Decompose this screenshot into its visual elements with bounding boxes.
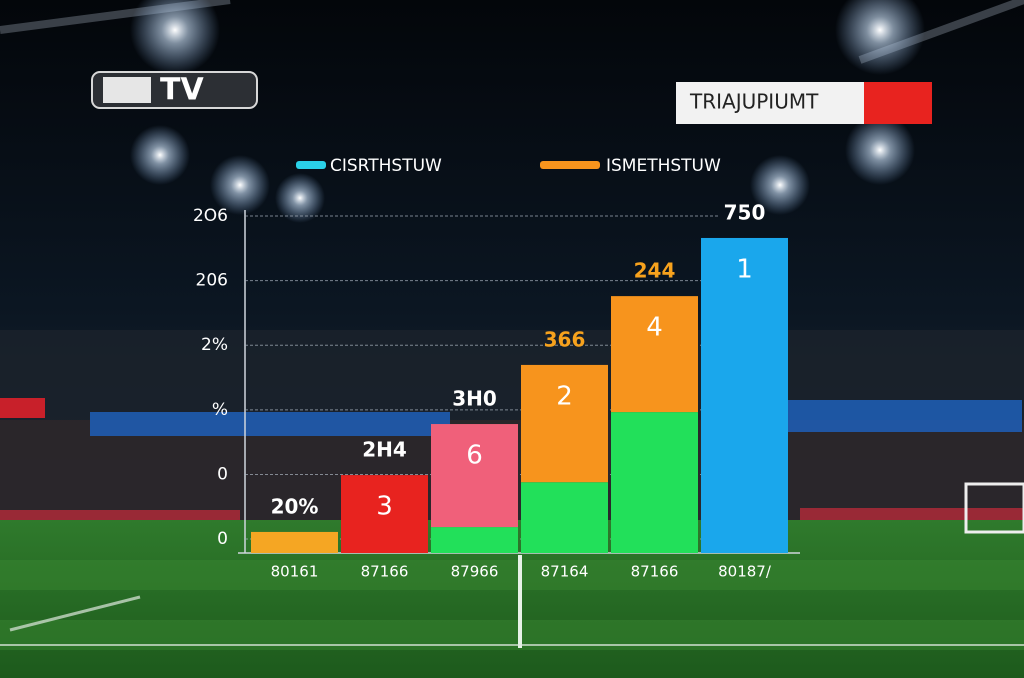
bar-segment [701,237,788,553]
bar-segment [611,296,698,413]
y-tick-label: 2O6 [193,206,228,226]
y-tick-label: % [212,400,228,420]
bar-segment [521,364,608,483]
bar-label: 3 [376,492,393,522]
bar-label: 6 [466,441,483,471]
y-tick-label: 206 [196,271,228,291]
y-tick-label: 2% [201,335,228,355]
x-tick-label: 87166 [361,563,409,581]
x-tick-label: 87966 [451,563,499,581]
top-label: 2H4 [362,438,407,462]
x-tick-label: 87164 [541,563,589,581]
bar-segment [431,424,518,528]
top-label: 20% [271,494,319,518]
x-tick-label: 80161 [271,563,319,581]
legend-label: ISMETHSTUW [606,156,721,176]
bar-label: 4 [646,313,663,343]
banner-text: TRIAJUPIUMT [689,90,819,114]
legend-swatch [296,161,326,169]
bar-segment [251,531,338,553]
y-tick-label: 0 [217,464,228,484]
top-label: 750 [724,200,766,224]
bar-segment [341,475,428,553]
bar-segment [611,412,698,553]
y-tick-label: 0 [217,529,228,549]
x-tick-label: 87166 [631,563,679,581]
legend-label: CISRTHSTUW [330,156,442,176]
bar-label: 1 [736,254,753,284]
bar-label: 2 [556,381,573,411]
top-label: 366 [544,327,586,351]
logo: TV [91,71,258,109]
legend-swatch [540,161,600,169]
top-label: 244 [634,259,676,283]
x-tick-label: 80187/ [718,563,772,581]
bar-segment [521,482,608,553]
top-label: 3H0 [452,387,497,411]
banner: TRIAJUPIUMT [676,82,932,124]
bar-segment [431,527,518,553]
logo-text: TV [160,73,204,108]
